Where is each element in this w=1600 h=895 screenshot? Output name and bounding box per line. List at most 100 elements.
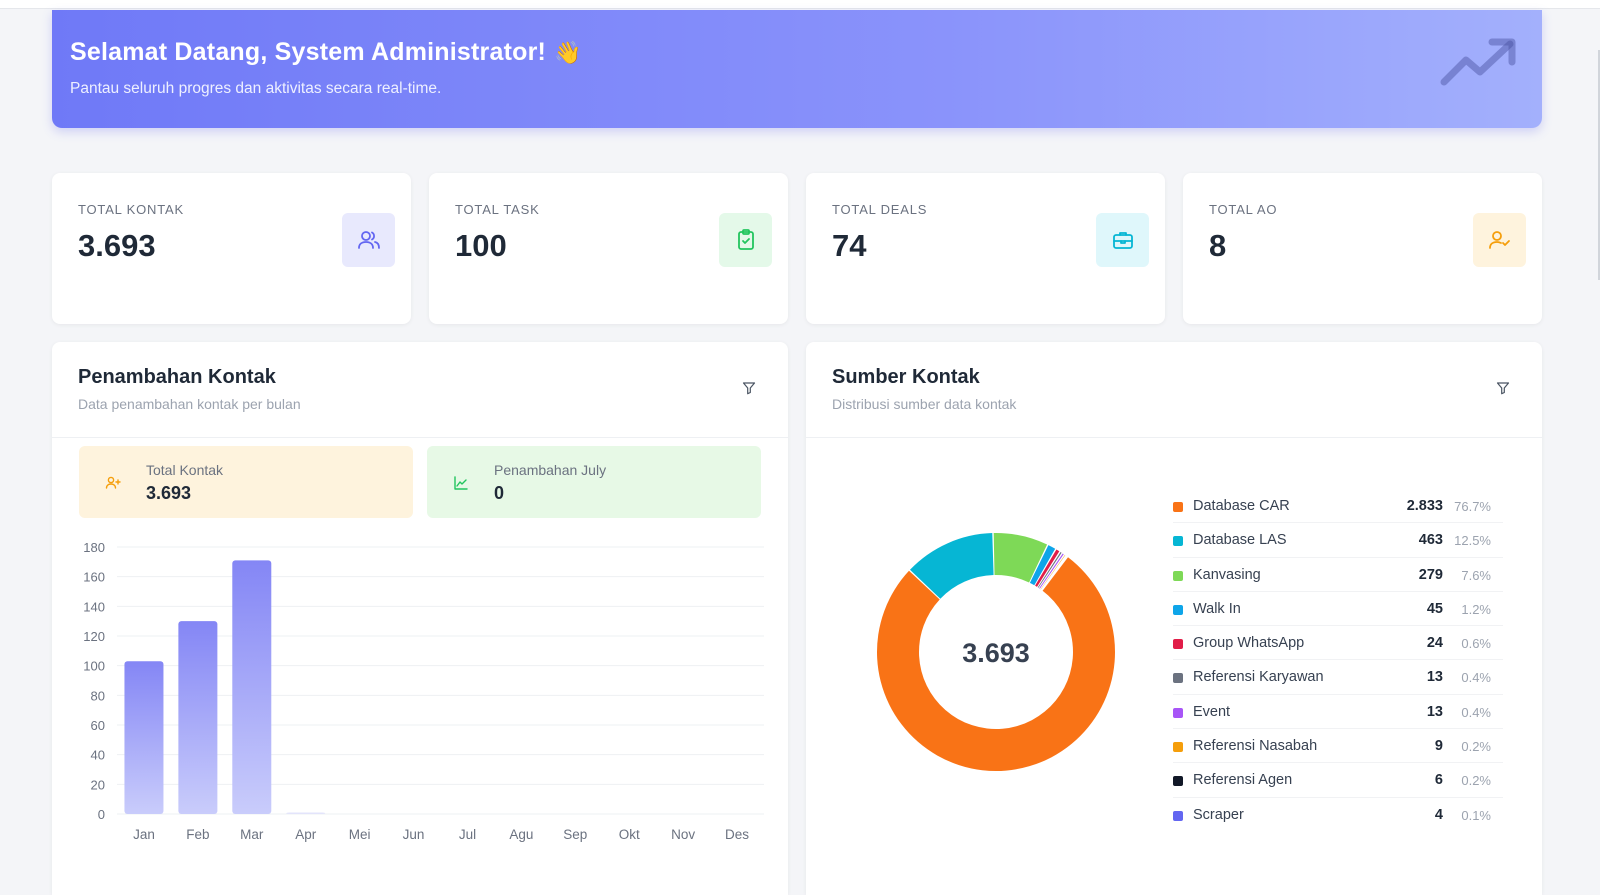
- y-tick-label: 160: [83, 570, 105, 585]
- legend-color-swatch: [1173, 536, 1183, 547]
- legend-percent: 0.1%: [1461, 807, 1491, 823]
- stat-label: TOTAL KONTAK: [78, 202, 184, 217]
- legend-name: Referensi Karyawan: [1193, 669, 1324, 686]
- x-tick-label: Jul: [459, 827, 476, 842]
- legend-item[interactable]: Referensi Nasabah 9 0.2%: [1173, 729, 1503, 764]
- legend-count: 45: [1426, 600, 1443, 617]
- legend-percent: 0.2%: [1461, 739, 1491, 755]
- donut-chart: 3.693: [877, 533, 1115, 771]
- y-tick-label: 80: [91, 688, 105, 703]
- legend-item[interactable]: Walk In 45 1.2%: [1173, 592, 1503, 627]
- stat-value: 100: [455, 228, 507, 263]
- welcome-banner: Selamat Datang, System Administrator! 👋 P…: [52, 10, 1542, 128]
- source-legend: Database CAR 2.833 76.7% Database LAS 463 12.…: [1173, 489, 1503, 832]
- penambahan-kontak-panel: Penambahan Kontak Data penambahan kontak…: [52, 342, 788, 895]
- donut-slice-referensi-karyawan[interactable]: [1037, 552, 1062, 588]
- briefcase-icon: [1096, 213, 1149, 267]
- donut-slice-database-las[interactable]: [909, 533, 994, 599]
- legend-name: Kanvasing: [1193, 566, 1261, 583]
- legend-count: 13: [1426, 669, 1443, 686]
- legend-name: Scraper: [1193, 806, 1244, 823]
- user-plus-icon: [105, 476, 121, 489]
- bar-apr[interactable]: [286, 812, 326, 814]
- legend-color-swatch: [1173, 742, 1183, 753]
- legend-count: 24: [1426, 635, 1443, 652]
- legend-color-swatch: [1173, 707, 1183, 718]
- panel-subtitle: Data penambahan kontak per bulan: [78, 396, 301, 412]
- x-tick-label: Apr: [295, 827, 317, 842]
- bar-mar[interactable]: [232, 560, 272, 814]
- divider: [806, 437, 1542, 438]
- legend-item[interactable]: Referensi Agen 6 0.2%: [1173, 763, 1503, 798]
- legend-item[interactable]: Event 13 0.4%: [1173, 695, 1503, 730]
- legend-name: Database CAR: [1193, 498, 1290, 514]
- stat-value: 3.693: [78, 228, 156, 263]
- welcome-subtitle: Pantau seluruh progres dan aktivitas sec…: [70, 80, 442, 97]
- legend-count: 279: [1418, 566, 1443, 583]
- legend-percent: 0.4%: [1461, 670, 1491, 686]
- legend-count: 6: [1434, 772, 1443, 789]
- legend-name: Event: [1193, 703, 1231, 720]
- x-tick-label: Okt: [619, 827, 640, 842]
- donut-center-total: 3.693: [962, 638, 1030, 668]
- y-tick-label: 0: [98, 807, 105, 822]
- top-bar: [0, 0, 1600, 9]
- x-tick-label: Sep: [563, 827, 587, 842]
- stat-value: 74: [832, 228, 867, 263]
- legend-name: Referensi Agen: [1193, 772, 1293, 789]
- filter-icon[interactable]: [1496, 381, 1510, 395]
- y-tick-label: 140: [83, 599, 105, 614]
- legend-count: 4: [1434, 806, 1443, 823]
- legend-item[interactable]: Kanvasing 279 7.6%: [1173, 558, 1503, 592]
- mini-card-penambahan-july: Penambahan July 0: [427, 446, 761, 518]
- bar-feb[interactable]: [178, 621, 218, 814]
- x-tick-label: Nov: [671, 827, 695, 842]
- stat-label: TOTAL TASK: [455, 202, 540, 217]
- x-tick-label: Agu: [509, 827, 533, 842]
- panel-title: Penambahan Kontak: [78, 366, 276, 388]
- legend-name: Group WhatsApp: [1193, 635, 1305, 652]
- donut-slice-walk-in[interactable]: [1029, 545, 1056, 586]
- scrollbar[interactable]: [1598, 50, 1600, 280]
- y-tick-label: 40: [91, 748, 105, 763]
- y-tick-label: 100: [83, 659, 105, 674]
- mini-card-total-kontak: Total Kontak 3.693: [79, 446, 413, 518]
- legend-percent: 0.2%: [1461, 773, 1491, 789]
- legend-item[interactable]: Referensi Karyawan 13 0.4%: [1173, 660, 1503, 695]
- legend-name: Walk In: [1193, 600, 1241, 617]
- legend-color-swatch: [1173, 776, 1183, 787]
- waving-hand-icon: 👋: [554, 40, 582, 65]
- x-tick-label: Mar: [240, 827, 264, 842]
- legend-item[interactable]: Scraper 4 0.1%: [1173, 798, 1503, 832]
- stat-label: TOTAL AO: [1209, 202, 1278, 217]
- legend-item[interactable]: Database LAS 463 12.5%: [1173, 523, 1503, 558]
- y-tick-label: 20: [91, 777, 105, 792]
- clipboard-check-icon: [719, 213, 772, 267]
- bar-jan[interactable]: [124, 661, 164, 814]
- trending-up-icon: [1440, 38, 1516, 86]
- donut-slice-kanvasing[interactable]: [993, 533, 1048, 583]
- legend-item[interactable]: Group WhatsApp 24 0.6%: [1173, 626, 1503, 661]
- donut-slice-referensi-nasabah[interactable]: [1040, 554, 1066, 590]
- donut-slice-event[interactable]: [1039, 553, 1064, 589]
- stat-label: TOTAL DEALS: [832, 202, 928, 217]
- sumber-kontak-panel: Sumber Kontak Distribusi sumber data kon…: [806, 342, 1542, 895]
- legend-color-swatch: [1173, 570, 1183, 581]
- y-tick-label: 120: [83, 629, 105, 644]
- y-tick-label: 60: [91, 718, 105, 733]
- legend-color-swatch: [1173, 673, 1183, 684]
- legend-color-swatch: [1173, 502, 1183, 512]
- legend-count: 9: [1434, 738, 1443, 755]
- stat-card-total-ao: TOTAL AO 8: [1183, 173, 1542, 324]
- legend-item[interactable]: Database CAR 2.833 76.7%: [1173, 489, 1503, 524]
- donut-slice-database-car[interactable]: [877, 557, 1115, 771]
- filter-icon[interactable]: [742, 381, 756, 395]
- x-tick-label: Jan: [133, 827, 155, 842]
- donut-slice-group-whatsapp[interactable]: [1035, 549, 1060, 587]
- legend-count: 2.833: [1406, 498, 1443, 514]
- mini-value: 3.693: [146, 483, 192, 503]
- mini-value: 0: [494, 483, 505, 503]
- stat-card-total-task: TOTAL TASK 100: [429, 173, 788, 324]
- x-tick-label: Des: [725, 827, 749, 842]
- x-tick-label: Mei: [349, 827, 371, 842]
